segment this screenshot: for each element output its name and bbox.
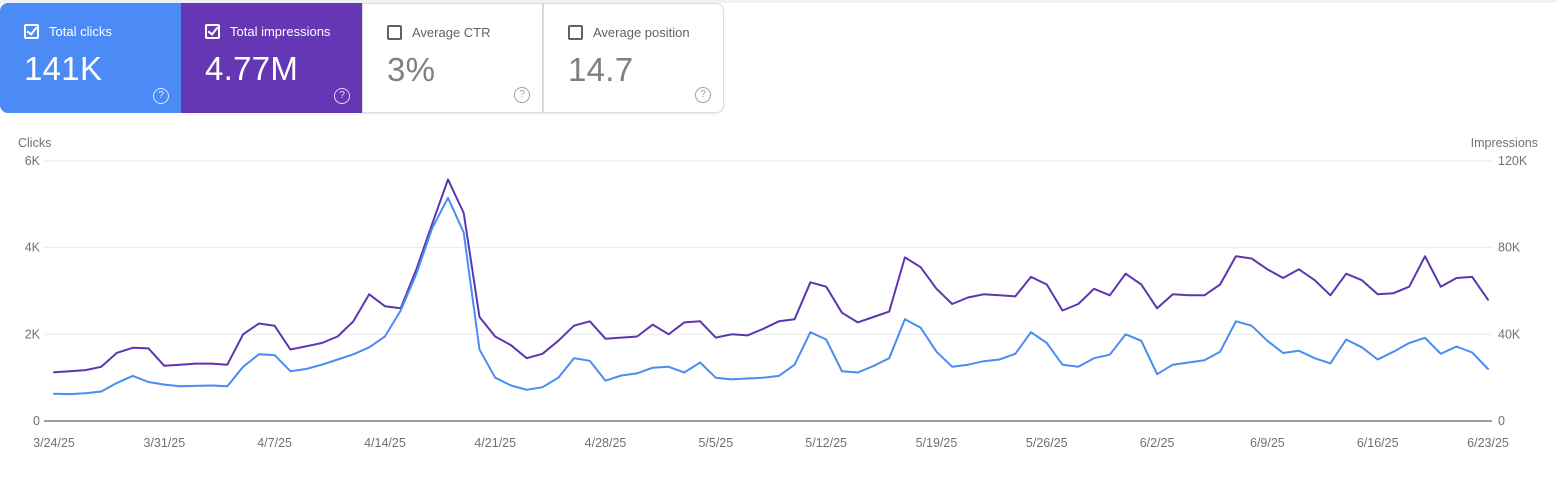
x-axis-tick: 4/28/25 [585,436,627,450]
x-axis-tick: 6/23/25 [1467,436,1509,450]
right-axis-tick: 40K [1498,327,1521,341]
impressions-line [53,178,1489,374]
help-icon[interactable]: ? [514,87,530,103]
left-axis-tick: 6K [25,154,41,168]
help-icon[interactable]: ? [334,88,350,104]
card-average-ctr[interactable]: Average CTR 3% ? [362,3,543,113]
average-position-value: 14.7 [568,51,634,88]
x-axis-tick: 5/26/25 [1026,436,1068,450]
right-axis-tick: 0 [1498,414,1505,428]
card-header: Average position [568,25,709,40]
right-axis-title: Impressions [1471,136,1538,150]
card-label: Average CTR [412,25,491,40]
x-axis-tick: 4/7/25 [257,436,292,450]
card-label: Average position [593,25,690,40]
card-total-clicks[interactable]: Total clicks 141K ? [0,3,181,113]
card-average-position[interactable]: Average position 14.7 ? [543,3,724,113]
clicks-line [53,196,1489,396]
checkbox-unchecked-icon[interactable] [568,25,583,40]
x-axis-tick: 6/9/25 [1250,436,1285,450]
x-axis-tick: 4/14/25 [364,436,406,450]
left-axis-title: Clicks [18,136,51,150]
x-axis-tick: 3/24/25 [33,436,75,450]
card-header: Total clicks [24,24,167,39]
card-total-impressions[interactable]: Total impressions 4.77M ? [181,3,362,113]
checkbox-unchecked-icon[interactable] [387,25,402,40]
x-axis-tick: 6/2/25 [1140,436,1175,450]
x-axis-tick: 5/12/25 [805,436,847,450]
card-header: Total impressions [205,24,348,39]
left-axis-tick: 4K [25,241,41,255]
average-ctr-value: 3% [387,51,436,88]
x-axis-tick: 5/19/25 [916,436,958,450]
left-axis-tick: 2K [25,327,41,341]
checkbox-checked-icon[interactable] [24,24,39,39]
x-axis-tick: 6/16/25 [1357,436,1399,450]
help-icon[interactable]: ? [695,87,711,103]
help-icon[interactable]: ? [153,88,169,104]
card-label: Total clicks [49,24,112,39]
metric-cards-row: Total clicks 141K ? Total impressions 4.… [0,3,724,113]
total-clicks-value: 141K [24,50,103,87]
right-axis-tick: 120K [1498,154,1528,168]
x-axis-tick: 3/31/25 [143,436,185,450]
total-impressions-value: 4.77M [205,50,299,87]
x-axis-tick: 4/21/25 [474,436,516,450]
checkbox-checked-icon[interactable] [205,24,220,39]
performance-chart[interactable]: 0 0 2K 40K 4K 80K 6K 120K Clicks Impressions 3/24/… [0,130,1556,477]
card-header: Average CTR [387,25,528,40]
page-top-divider [0,0,1556,3]
right-axis-tick: 80K [1498,241,1521,255]
x-axis-tick: 5/5/25 [698,436,733,450]
left-axis-tick: 0 [33,414,40,428]
card-label: Total impressions [230,24,331,39]
